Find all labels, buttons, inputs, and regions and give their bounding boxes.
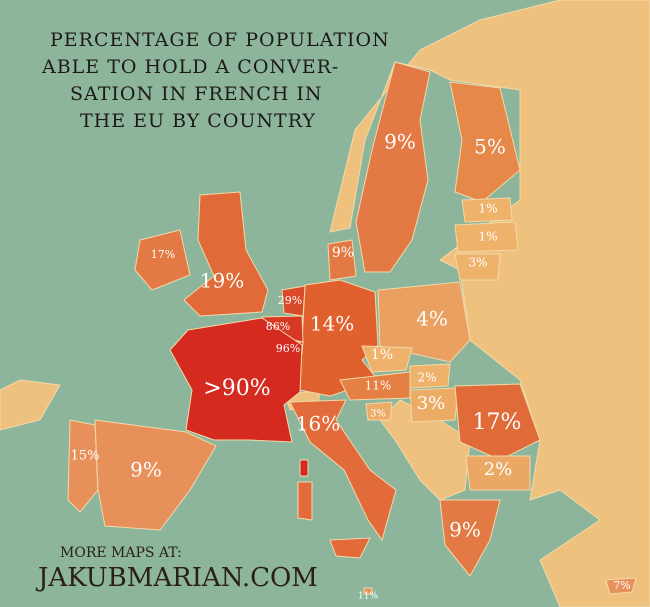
slovenia bbox=[365, 401, 393, 421]
country-label: 1% bbox=[478, 230, 497, 244]
france bbox=[169, 317, 303, 443]
country-label: 9% bbox=[130, 458, 162, 482]
country-label: 29% bbox=[278, 294, 302, 307]
denmark bbox=[327, 239, 357, 281]
country-label: 9% bbox=[332, 245, 354, 261]
country-labels: 9% 5% 1% 1% 3% 17% 19% 9% 29% 86% 96% 14% 4% 1% >90% 11… bbox=[71, 130, 631, 602]
country-label: 3% bbox=[370, 409, 386, 420]
uk bbox=[183, 191, 269, 317]
malta bbox=[363, 587, 373, 595]
country-label: 3% bbox=[468, 256, 487, 270]
sweden bbox=[355, 61, 431, 273]
footer-line2: JAKUBMARIAN.COM bbox=[35, 563, 318, 593]
country-label: 1% bbox=[371, 347, 393, 363]
poland bbox=[377, 281, 471, 363]
latvia bbox=[454, 221, 519, 253]
greece bbox=[439, 499, 501, 577]
footer-line1: MORE MAPS AT: bbox=[60, 545, 182, 561]
estonia bbox=[461, 197, 513, 223]
ireland bbox=[134, 229, 191, 291]
atlantic-land bbox=[0, 379, 61, 431]
country-label: 5% bbox=[474, 135, 506, 159]
country-label: 86% bbox=[266, 320, 290, 333]
corsica bbox=[299, 459, 309, 477]
country-label: 19% bbox=[200, 269, 244, 293]
title-line: PERCENTAGE OF POPULATION bbox=[50, 29, 390, 51]
sardinia bbox=[297, 481, 313, 521]
country-label: 2% bbox=[417, 371, 436, 385]
czechia bbox=[361, 345, 413, 373]
country-label: 7% bbox=[613, 579, 630, 592]
country-label: 16% bbox=[296, 412, 340, 436]
country-label: 4% bbox=[416, 307, 448, 331]
country-label: 9% bbox=[449, 518, 481, 542]
romania bbox=[454, 383, 541, 461]
netherlands bbox=[281, 285, 306, 317]
country-label: 17% bbox=[151, 248, 175, 261]
lithuania bbox=[454, 253, 501, 281]
country-label: 96% bbox=[276, 342, 300, 355]
title: PERCENTAGE OF POPULATION ABLE TO HOLD A C… bbox=[41, 29, 390, 132]
cyprus bbox=[605, 577, 637, 595]
country-label: 11% bbox=[365, 379, 392, 393]
country-label: 14% bbox=[310, 312, 354, 336]
hungary bbox=[409, 387, 459, 423]
title-line: SATION IN FRENCH IN bbox=[70, 83, 323, 105]
country-label: 9% bbox=[384, 130, 416, 154]
portugal bbox=[67, 419, 99, 513]
country-label: 17% bbox=[473, 410, 522, 435]
country-label: 3% bbox=[417, 393, 446, 414]
country-label: 15% bbox=[71, 449, 100, 464]
title-line: ABLE TO HOLD A CONVER- bbox=[41, 56, 339, 78]
country-label: 11% bbox=[358, 592, 378, 602]
slovakia bbox=[409, 363, 451, 389]
bulgaria bbox=[465, 455, 531, 491]
title-line: THE EU BY COUNTRY bbox=[80, 110, 316, 132]
italy bbox=[289, 399, 397, 542]
spain bbox=[94, 419, 217, 531]
country-label: 1% bbox=[478, 202, 497, 216]
country-label: 2% bbox=[484, 459, 513, 480]
country-label: >90% bbox=[203, 376, 270, 401]
sicily bbox=[329, 537, 371, 559]
